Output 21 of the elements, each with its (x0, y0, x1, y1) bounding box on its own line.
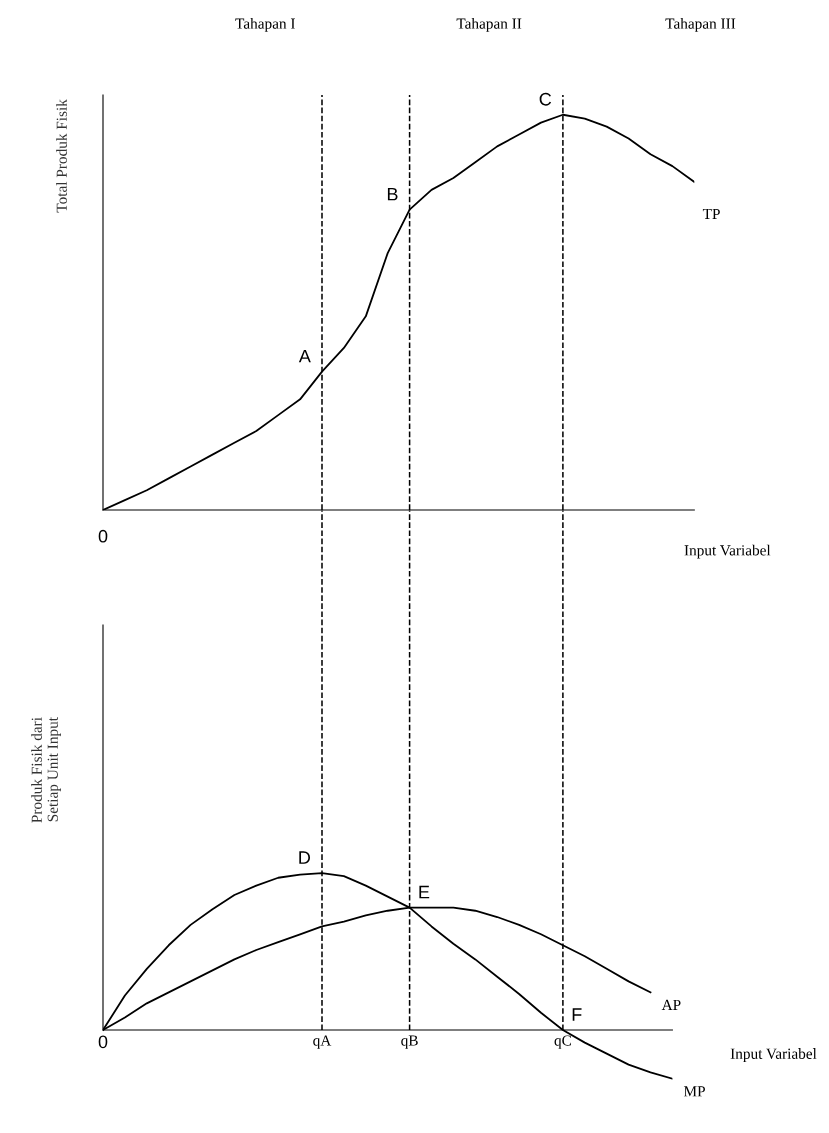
text: Tahapan III (665, 18, 736, 32)
x-tick-label: 0 (98, 1035, 108, 1049)
x-tick-label: qC (554, 1035, 571, 1049)
annotation: F (572, 1008, 582, 1021)
series-label: MP (683, 1086, 705, 1097)
text: Tahapan II (456, 18, 522, 32)
annotation: C (539, 92, 552, 106)
annotation: B (387, 187, 398, 201)
y-axis-title: Produk Fisik dari Setiap Unit Input (31, 717, 61, 823)
annotation: A (298, 349, 311, 363)
x-axis-title: Input Variabel (730, 1048, 817, 1062)
text: Tahapan I (235, 18, 295, 32)
x-axis-title: Input Variabel (684, 544, 771, 559)
annotation: D (299, 851, 311, 864)
annotation: 0 (98, 529, 108, 543)
x-tick-label: qA (313, 1035, 332, 1049)
x-tick-label: qB (401, 1035, 418, 1049)
y-axis-title: Total Produk Fisik (56, 99, 67, 213)
series-label: AP (661, 999, 681, 1010)
annotation: E (419, 885, 430, 899)
series-label: TP (702, 208, 720, 219)
